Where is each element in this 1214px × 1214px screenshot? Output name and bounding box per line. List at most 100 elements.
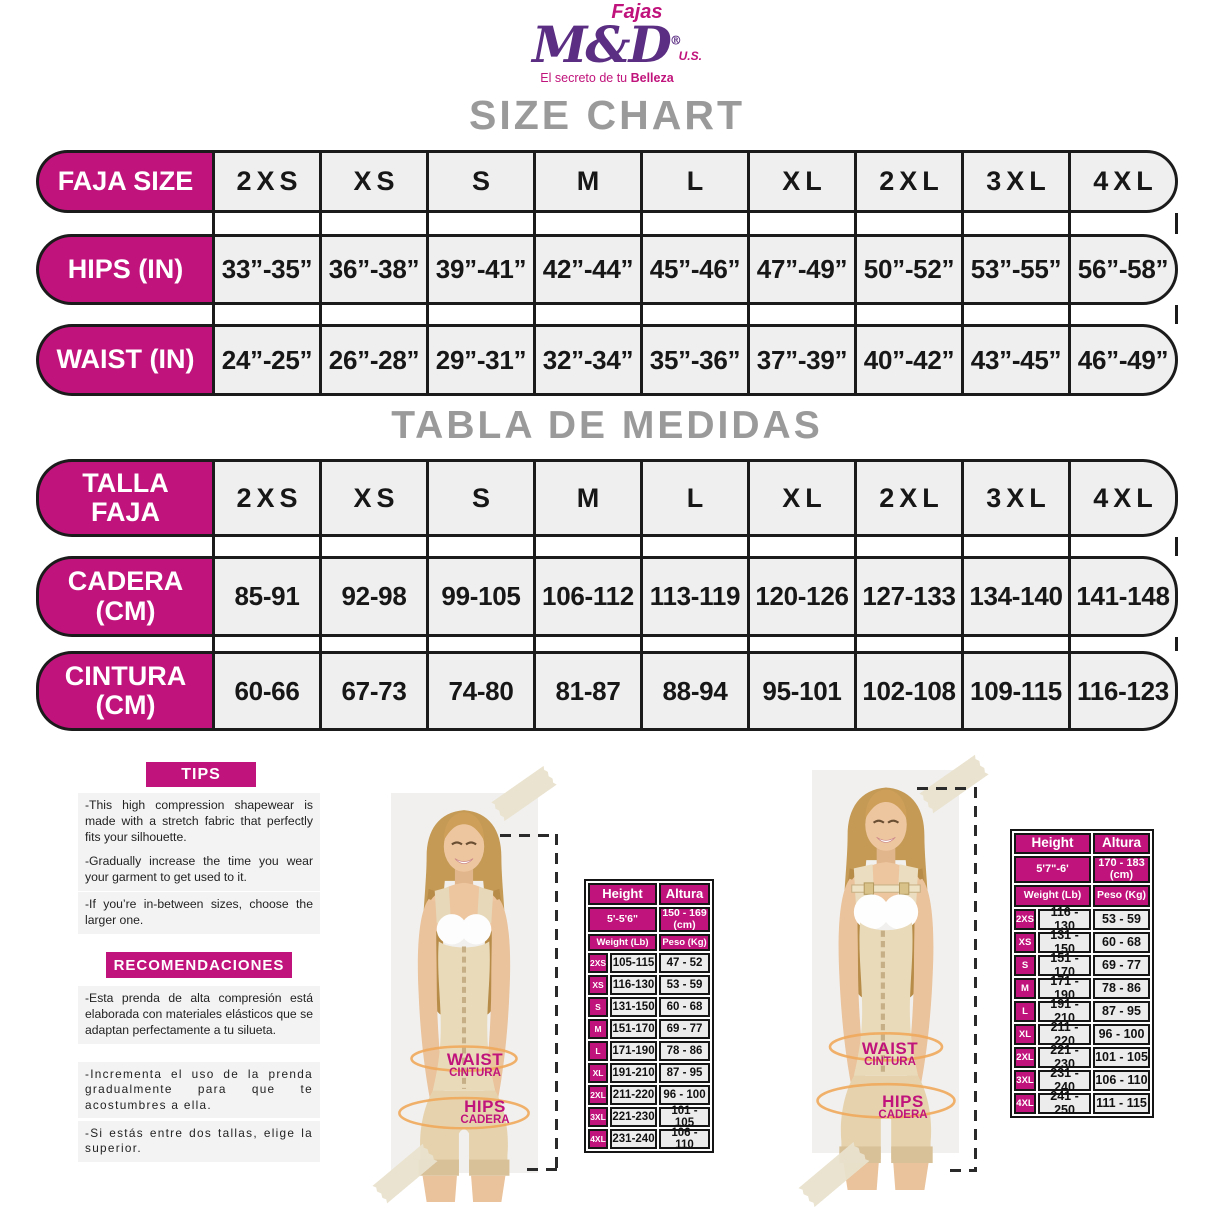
weight-row-kg: 96 - 100 xyxy=(1093,1024,1150,1045)
column-divider xyxy=(533,305,640,324)
column-divider xyxy=(747,637,854,651)
waist-measurement-cell: 43”-45” xyxy=(961,324,1071,396)
cintura-measurement-cell: 116-123 xyxy=(1068,651,1178,731)
altura-value: 150 - 169 (cm) xyxy=(659,907,710,932)
weight-table-1: Height Altura 5'-5'6" 150 - 169 (cm) Wei… xyxy=(584,879,714,1153)
cadera-measurement-cell: 141-148 xyxy=(1068,556,1178,637)
weight-row-kg: 106 - 110 xyxy=(659,1127,710,1151)
row-label-cintura: CINTURA (CM) xyxy=(36,651,212,731)
waist-measurement-cell: 35”-36” xyxy=(640,324,750,396)
weight-row-kg: 69 - 77 xyxy=(659,1019,710,1039)
column-stubs xyxy=(212,537,1178,556)
weight-row-lb: 221-230 xyxy=(610,1107,657,1127)
weight-table-2: Height Altura 5'7"-6' 170 - 183 (cm) Wei… xyxy=(1010,829,1154,1118)
column-divider xyxy=(961,213,1068,234)
column-divider xyxy=(533,213,640,234)
cintura-measurement-cell: 74-80 xyxy=(426,651,536,731)
hips-label-en: HIPS xyxy=(882,1092,924,1111)
cadera-measurement-cell: 127-133 xyxy=(854,556,964,637)
hips-measurement-cell: 56”-58” xyxy=(1068,234,1178,305)
model-figure-1 xyxy=(398,810,530,1202)
faja-size-cell: XS xyxy=(319,150,429,213)
brand-fajas-text: Fajas xyxy=(611,1,663,23)
hips-measurement-cell: 53”-55” xyxy=(961,234,1071,305)
weight-row-lb: 151-170 xyxy=(610,1019,657,1039)
column-divider xyxy=(319,537,426,556)
tips-title: TIPS xyxy=(146,762,256,787)
tip-item: -If you’re in-between sizes, choose the … xyxy=(78,892,320,934)
weight-row-size: 2XL xyxy=(1014,1047,1036,1068)
weight-row-size: M xyxy=(1014,978,1036,999)
peso-kg-header: Peso (Kg) xyxy=(1093,885,1150,907)
column-stubs xyxy=(212,213,1178,234)
altura-header: Altura xyxy=(1093,833,1150,854)
column-divider xyxy=(747,305,854,324)
weight-row-size: XL xyxy=(588,1063,608,1083)
talla-faja-cell: 2XL xyxy=(854,459,964,537)
registered-mark: ® xyxy=(669,33,682,48)
talla-faja-cell: 2XS xyxy=(212,459,322,537)
recommendation-item: -Si estás entre dos tallas, elige la sup… xyxy=(78,1121,320,1162)
dashed-frame-bottom xyxy=(527,1168,558,1171)
cintura-measurement-cell: 102-108 xyxy=(854,651,964,731)
weight-row-kg: 101 - 105 xyxy=(659,1105,710,1129)
column-divider xyxy=(1068,213,1178,234)
weight-row-kg: 53 - 59 xyxy=(659,975,710,995)
weight-row-kg: 87 - 95 xyxy=(659,1063,710,1083)
dashed-frame-right xyxy=(974,787,977,1172)
size-table-row-cintura: CINTURA (CM) 60-66 67-73 74-80 81-87 88-94 95-… xyxy=(36,651,1178,731)
column-divider xyxy=(854,213,961,234)
column-divider xyxy=(961,305,1068,324)
dashed-frame-bottom xyxy=(950,1169,977,1172)
size-table-row-talla-faja: TALLA FAJA 2XS XS S M L XL 2XL 3XL 4XL xyxy=(36,459,1178,537)
weight-row-kg: 87 - 95 xyxy=(1093,1001,1150,1022)
faja-size-cell: XL xyxy=(747,150,857,213)
weight-row-size: L xyxy=(588,1041,608,1061)
hips-measurement-cell: 45”-46” xyxy=(640,234,750,305)
weight-row-lb: 105-115 xyxy=(610,953,657,973)
talla-faja-cell: S xyxy=(426,459,536,537)
column-divider xyxy=(961,537,1068,556)
weight-row-lb: 221 - 230 xyxy=(1038,1044,1091,1070)
waist-measurement-cell: 24”-25” xyxy=(212,324,322,396)
column-divider xyxy=(1068,537,1178,556)
cadera-measurement-cell: 113-119 xyxy=(640,556,750,637)
brand-us-text: U.S. xyxy=(678,49,702,63)
talla-faja-cell: 4XL xyxy=(1068,459,1178,537)
faja-size-cell: 2XS xyxy=(212,150,322,213)
cadera-measurement-cell: 92-98 xyxy=(319,556,429,637)
talla-faja-cell: XL xyxy=(747,459,857,537)
hips-measurement-cell: 50”-52” xyxy=(854,234,964,305)
weight-row-size: S xyxy=(1014,955,1036,976)
hips-measurement-cell: 39”-41” xyxy=(426,234,536,305)
column-divider xyxy=(426,305,533,324)
brand-name-script: M&D® xyxy=(532,15,682,74)
peso-kg-header: Peso (Kg) xyxy=(659,934,710,951)
column-divider xyxy=(640,213,747,234)
weight-row-kg: 78 - 86 xyxy=(1093,978,1150,999)
weight-row-lb: 171 - 190 xyxy=(1038,975,1091,1001)
cintura-measurement-cell: 67-73 xyxy=(319,651,429,731)
waist-label-es: CINTURA xyxy=(864,1056,916,1068)
cadera-measurement-cell: 106-112 xyxy=(533,556,643,637)
tabla-medidas-title: TABLA DE MEDIDAS xyxy=(391,404,823,447)
dashed-frame-right xyxy=(555,834,558,1171)
cintura-measurement-cell: 60-66 xyxy=(212,651,322,731)
weight-row-kg: 53 - 59 xyxy=(1093,909,1150,930)
row-label-cadera: CADERA (CM) xyxy=(36,556,212,637)
cadera-measurement-cell: 120-126 xyxy=(747,556,857,637)
weight-row-size: 2XL xyxy=(588,1085,608,1105)
height-value: 5'7"-6' xyxy=(1014,856,1091,883)
weight-row-kg: 60 - 68 xyxy=(659,997,710,1017)
hips-label-en: HIPS xyxy=(464,1097,506,1116)
weight-row-size: 4XL xyxy=(588,1129,608,1149)
weight-row-lb: 171-190 xyxy=(610,1041,657,1061)
altura-value: 170 - 183 (cm) xyxy=(1093,856,1150,883)
weight-lb-header: Weight (Lb) xyxy=(588,934,657,951)
size-table-row-cadera: CADERA (CM) 85-91 92-98 99-105 106-112 113-11… xyxy=(36,556,1178,637)
weight-row-kg: 69 - 77 xyxy=(1093,955,1150,976)
waist-label-en: WAIST xyxy=(861,1039,919,1058)
column-divider xyxy=(212,213,319,234)
waist-measurement-cell: 32”-34” xyxy=(533,324,643,396)
weight-row-lb: 151 - 170 xyxy=(1038,952,1091,978)
